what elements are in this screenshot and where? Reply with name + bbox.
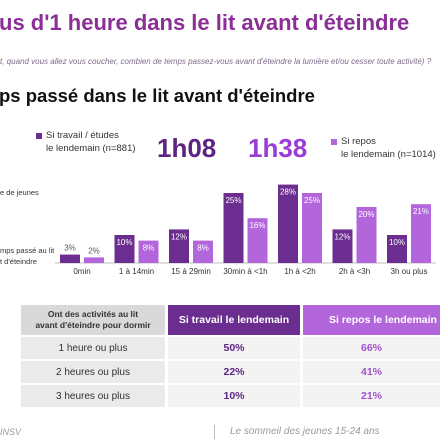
table-row-label: 1 heure ou plus [21,337,165,359]
value-label-series-1-1: 8% [143,244,155,253]
value-label-series-1-6: 21% [413,207,429,216]
bar-series-1-0 [84,257,104,263]
value-label-series-0-4: 28% [280,188,296,197]
table-header-work: Si travail le lendemain [168,305,300,335]
table-cell-work: 22% [168,361,300,383]
bar-chart: 3% 2% 0min 10% 8% 1 à 14min 12% 8% 15 à 29min 25%… [55,184,436,276]
category-label-1: 1 à 14min [119,267,154,276]
survey-question: t, quand vous allez vous coucher, combie… [0,57,432,66]
bar-series-1-3 [247,218,268,263]
chart-title: ps passé dans le lit avant d'éteindre [0,85,315,106]
table-row-label: 2 heures ou plus [21,361,165,383]
slide-title: us d'1 heure dans le lit avant d'éteindr… [0,10,410,35]
bar-series-1-6 [411,204,431,263]
value-label-series-1-5: 20% [358,210,374,219]
bar-series-0-1 [114,235,135,263]
average-rest: 1h38 [248,133,308,163]
value-label-series-0-0: 3% [64,244,76,253]
bar-series-0-6 [387,235,407,263]
footer-organization: INSV [0,427,22,437]
bar-series-0-5 [332,229,353,263]
table-cell-rest: 41% [303,361,440,383]
value-label-series-0-6: 10% [389,238,405,247]
legend-label-rest: Si repos le lendemain (n=1014) [341,136,436,160]
category-label-4: 1h à <2h [284,267,315,276]
category-label-0: 0min [73,267,90,276]
value-label-series-1-2: 8% [197,244,209,253]
legend-label-work: Si travail / études le lendemain (n=881) [46,130,136,154]
bar-series-0-3 [223,193,244,263]
y-axis-label: e de jeunes [0,188,39,197]
footer-study-title: Le sommeil des jeunes 15-24 ans [230,426,380,437]
value-label-series-0-3: 25% [225,196,241,205]
value-label-series-1-3: 16% [249,221,265,230]
bar-series-0-0 [60,254,80,263]
x-axis-label: mps passé au lit t d'éteindre [0,246,55,266]
category-label-6: 3h ou plus [391,267,428,276]
table-cell-rest: 66% [303,337,440,359]
average-work: 1h08 [157,133,217,163]
table-cell-work: 10% [168,385,300,407]
table-row-label: 3 heures ou plus [21,385,165,407]
category-label-2: 15 à 29min [171,267,211,276]
table-header-rest: Si repos le lendemain [303,305,440,335]
bar-series-1-4 [302,193,322,263]
bar-series-1-5 [356,207,377,263]
category-label-3: 30min à <1h [223,267,267,276]
value-label-series-0-5: 12% [334,232,350,241]
bar-series-1-1 [138,240,159,263]
value-label-series-1-0: 2% [88,246,100,255]
value-label-series-1-4: 25% [304,196,320,205]
table-cell-rest: 21% [303,385,440,407]
footer-divider [214,425,215,439]
value-label-series-0-2: 12% [171,232,187,241]
bar-series-0-2 [169,229,189,263]
category-label-5: 2h à <3h [339,267,370,276]
legend-swatch-work [36,133,42,139]
legend-swatch-rest [331,139,337,145]
table-header-activity: Ont des activités au lit avant d'éteindr… [21,305,165,335]
value-label-series-0-1: 10% [116,238,132,247]
table-cell-work: 50% [168,337,300,359]
comparison-table: Ont des activités au lit avant d'éteindr… [21,305,440,407]
bar-series-0-4 [278,184,298,263]
bar-series-1-2 [193,240,213,263]
